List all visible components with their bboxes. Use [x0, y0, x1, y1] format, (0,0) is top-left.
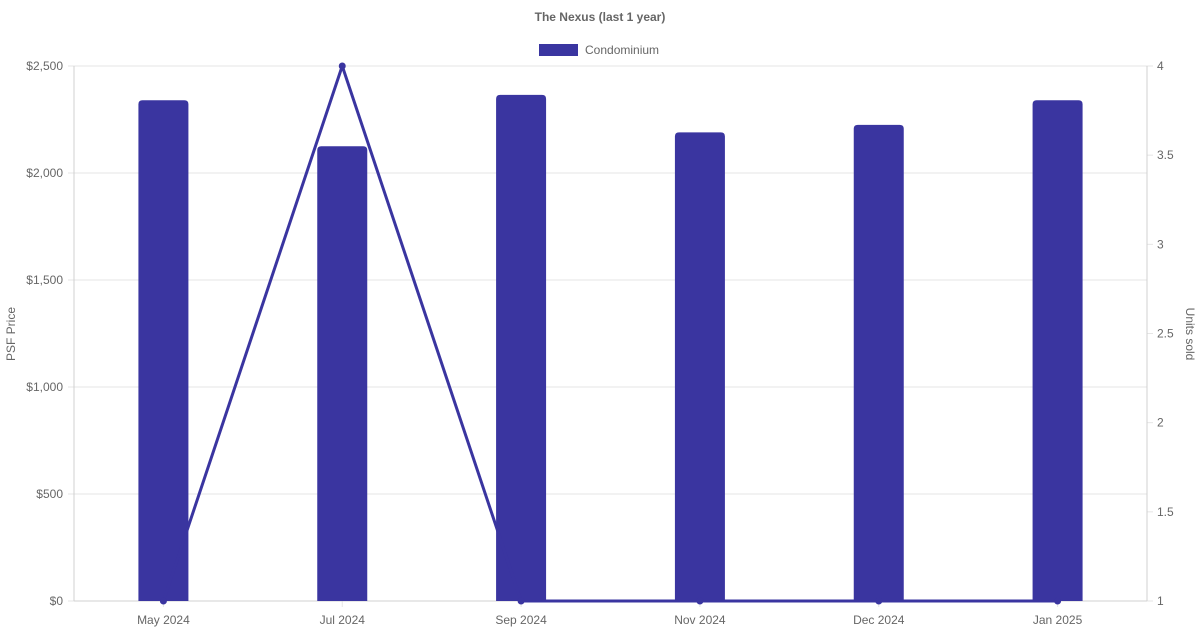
x-tick-label: Sep 2024 [495, 613, 547, 627]
y-tick-right: 2 [1157, 416, 1164, 430]
axes [73, 66, 1148, 602]
x-tick-label: Dec 2024 [853, 613, 905, 627]
y-axis-title-left: PSF Price [4, 307, 18, 361]
bar-condominium[interactable] [853, 124, 904, 601]
bar-condominium[interactable] [1032, 100, 1083, 602]
y-axis-title-right: Units sold [1183, 308, 1197, 361]
y-tick-left: $0 [50, 594, 64, 608]
legend-swatch-condominium [539, 44, 578, 56]
y-tick-left: $500 [36, 487, 63, 501]
x-tick-label: Jul 2024 [320, 613, 366, 627]
y-tick-left: $1,000 [26, 380, 63, 394]
bar-condominium[interactable] [138, 100, 189, 602]
bar-condominium[interactable] [317, 146, 368, 601]
x-tick-label: May 2024 [137, 613, 190, 627]
x-tick-label: Nov 2024 [674, 613, 726, 627]
gridlines [68, 65, 1153, 607]
point-units-sold[interactable] [338, 62, 346, 70]
y-tick-right: 3.5 [1157, 148, 1174, 162]
y-tick-left: $1,500 [26, 273, 63, 287]
bar-condominium[interactable] [674, 132, 725, 601]
y-tick-right: 2.5 [1157, 327, 1174, 341]
legend[interactable]: Condominium [539, 43, 659, 57]
y-tick-right: 4 [1157, 59, 1164, 73]
point-units-sold[interactable] [517, 597, 525, 605]
y-tick-left: $2,500 [26, 59, 63, 73]
chart-title: The Nexus (last 1 year) [535, 10, 666, 24]
line-series [159, 62, 1062, 605]
y-tick-left: $2,000 [26, 166, 63, 180]
x-tick-label: Jan 2025 [1033, 613, 1083, 627]
y-tick-right: 1 [1157, 594, 1164, 608]
point-units-sold[interactable] [696, 597, 704, 605]
point-units-sold[interactable] [875, 597, 883, 605]
y-tick-right: 1.5 [1157, 505, 1174, 519]
point-units-sold[interactable] [1054, 597, 1062, 605]
legend-label-condominium: Condominium [585, 43, 659, 57]
point-units-sold[interactable] [159, 597, 167, 605]
tick-labels: $0 $500 $1,000 $1,500 $2,000 $2,500 1 1.5 2 2.5 3 3… [26, 59, 1174, 627]
bar-condominium[interactable] [496, 94, 547, 601]
y-tick-right: 3 [1157, 237, 1164, 251]
line-units-sold [161, 64, 1058, 603]
bar-series [138, 94, 1083, 602]
